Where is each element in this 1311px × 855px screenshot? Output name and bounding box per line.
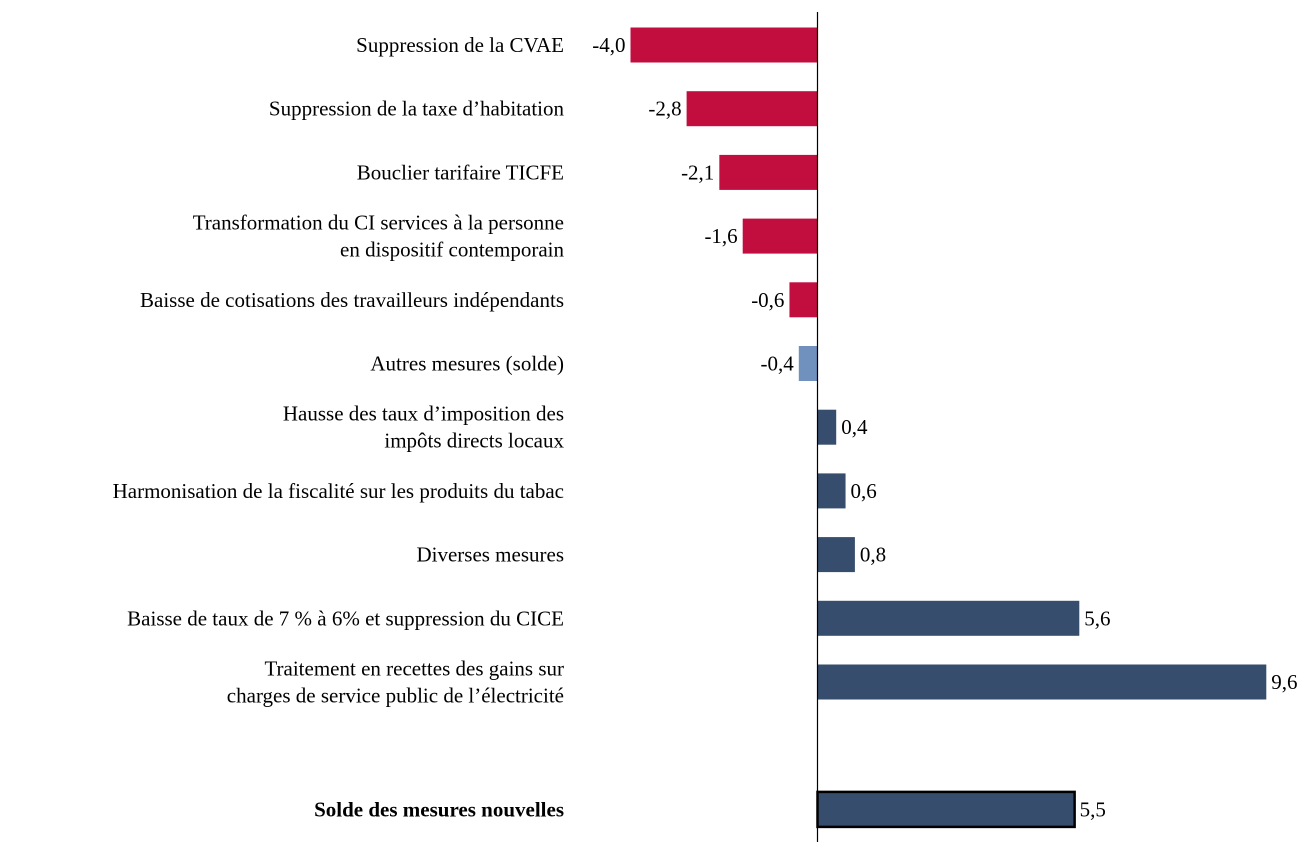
bar (686, 91, 818, 127)
value-label: 5,6 (1084, 606, 1110, 630)
value-label: -0,4 (761, 352, 795, 376)
value-label: 5,5 (1080, 797, 1106, 821)
bar (789, 282, 818, 318)
value-label: 9,6 (1271, 670, 1297, 694)
category-label: Hausse des taux d’imposition des impôts d… (283, 402, 565, 453)
category-label: Suppression de la CVAE (356, 33, 564, 57)
value-label: -1,6 (704, 224, 737, 248)
value-label: 0,4 (841, 415, 868, 439)
value-labels: -4,0 -2,8 -2,1 -1,6 -0,6 -0,4 0,4 0,6 0,8 5,6 9,6 5… (592, 33, 1297, 821)
category-label: Suppression de la taxe d’habitation (269, 97, 565, 121)
category-label: Harmonisation de la fiscalité sur les pr… (113, 479, 564, 503)
value-label: -4,0 (592, 33, 625, 57)
category-labels: Suppression de la CVAE Suppression de la … (113, 33, 565, 821)
category-label: Baisse de cotisations des travailleurs i… (140, 288, 564, 312)
bar (817, 600, 1080, 636)
category-label: Autres mesures (solde) (370, 352, 564, 376)
bar (742, 218, 818, 254)
value-label: -0,6 (751, 288, 784, 312)
category-label: Transformation du CI services à la perso… (193, 211, 565, 262)
bars-group (630, 27, 1267, 829)
value-label: 0,8 (860, 543, 886, 567)
bar (817, 537, 855, 573)
category-label: Diverses mesures (416, 543, 564, 567)
value-label: -2,1 (681, 160, 714, 184)
bar (630, 27, 818, 63)
bar (798, 346, 818, 381)
bar (817, 409, 837, 445)
category-label: Bouclier tarifaire TICFE (357, 160, 564, 184)
bar (817, 664, 1267, 700)
bar (817, 473, 846, 509)
category-label: Baisse de taux de 7 % à 6% et suppressio… (127, 606, 564, 630)
total-bar (816, 790, 1076, 829)
bar (719, 154, 818, 190)
value-label: -2,8 (648, 97, 681, 121)
value-label: 0,6 (851, 479, 877, 503)
category-label: Solde des mesures nouvelles (314, 797, 564, 821)
category-label: Traitement en recettes des gains sur char… (227, 657, 564, 708)
